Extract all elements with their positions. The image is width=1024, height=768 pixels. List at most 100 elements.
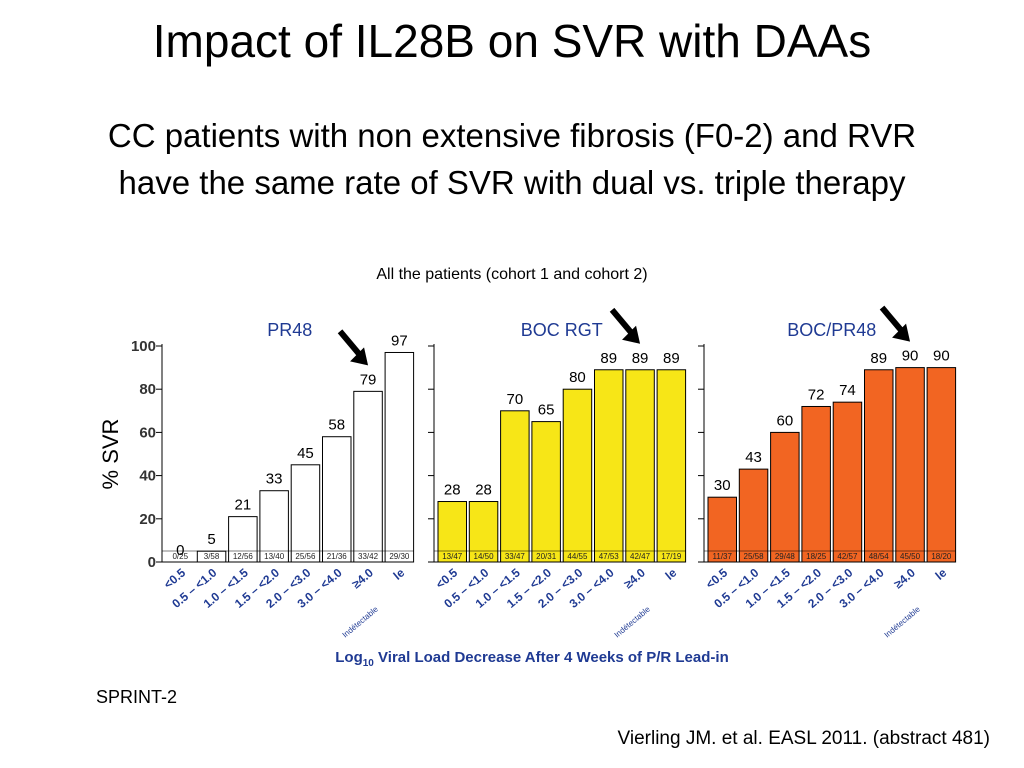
bar-count-label: 29/30 bbox=[389, 552, 410, 561]
bar-value-label: 72 bbox=[808, 386, 825, 403]
bar-value-label: 90 bbox=[933, 348, 950, 365]
bar-count-label: 17/19 bbox=[661, 552, 682, 561]
bar-value-label: 30 bbox=[714, 477, 731, 494]
bar bbox=[738, 468, 769, 563]
bar-count-label: 18/25 bbox=[806, 552, 827, 561]
bar-count-label: 25/56 bbox=[295, 552, 316, 561]
bar bbox=[864, 369, 894, 563]
bar-count-label: 33/42 bbox=[358, 552, 379, 561]
bar-value-label: 0 bbox=[176, 542, 184, 559]
bar-count-label: 14/50 bbox=[474, 552, 495, 561]
x-tick-label: le bbox=[391, 565, 408, 582]
bar-value-label: 5 bbox=[207, 531, 215, 548]
bar-value-label: 97 bbox=[391, 332, 408, 349]
panel-title: BOC/PR48 bbox=[787, 320, 876, 340]
reference-citation: Vierling JM. et al. EASL 2011. (abstract… bbox=[617, 728, 990, 749]
arrow-shaft bbox=[609, 307, 636, 337]
bar-value-label: 89 bbox=[632, 350, 649, 367]
arrow-shaft bbox=[879, 305, 906, 335]
bar bbox=[562, 388, 593, 563]
x-tick-label: ≥4.0 bbox=[621, 565, 648, 591]
arrow-head bbox=[892, 323, 911, 342]
bar-value-label: 89 bbox=[870, 350, 887, 367]
x-tick-label: le bbox=[933, 565, 950, 582]
bar bbox=[926, 367, 957, 563]
bar-count-label: 25/58 bbox=[744, 552, 765, 561]
bar bbox=[384, 351, 415, 563]
y-axis-label: % SVR bbox=[98, 419, 123, 490]
panel-title: PR48 bbox=[267, 320, 312, 340]
x-tick-label: ≥4.0 bbox=[349, 565, 376, 591]
y-tick-label: 80 bbox=[139, 381, 156, 398]
bar-value-label: 43 bbox=[745, 449, 762, 466]
bar-value-label: 28 bbox=[444, 482, 461, 499]
arrow-head bbox=[350, 347, 369, 366]
y-tick-label: 20 bbox=[139, 511, 156, 528]
bar-count-label: 11/37 bbox=[713, 552, 733, 561]
y-tick-label: 100 bbox=[131, 338, 156, 355]
subtitle-line-1: CC patients with non extensive fibrosis … bbox=[107, 117, 917, 154]
undetectable-label: Indétectable bbox=[883, 604, 923, 639]
bar bbox=[228, 516, 258, 563]
y-tick-label: 40 bbox=[139, 468, 156, 485]
bar-count-label: 0/25 bbox=[172, 552, 188, 561]
bar-value-label: 21 bbox=[235, 497, 252, 514]
bar bbox=[625, 369, 655, 563]
bar bbox=[322, 436, 352, 563]
y-tick-label: 0 bbox=[148, 554, 156, 571]
bar bbox=[259, 490, 289, 563]
bar bbox=[500, 410, 530, 563]
y-tick-label: 60 bbox=[139, 424, 156, 441]
bar-count-label: 20/31 bbox=[536, 552, 557, 561]
study-name: SPRINT-2 bbox=[96, 687, 178, 707]
bar-value-label: 70 bbox=[507, 391, 524, 408]
bar-value-label: 89 bbox=[663, 350, 680, 367]
bar bbox=[832, 401, 863, 563]
bar-count-label: 44/55 bbox=[567, 552, 588, 561]
undetectable-label: Indétectable bbox=[613, 604, 653, 639]
bar-count-label: 3/58 bbox=[204, 552, 220, 561]
page-subtitle: CC patients with non extensive fibrosis … bbox=[0, 112, 1024, 206]
bar-value-label: 90 bbox=[902, 348, 919, 365]
bar-value-label: 28 bbox=[475, 482, 492, 499]
bar-value-label: 74 bbox=[839, 382, 856, 399]
bar-count-label: 48/54 bbox=[869, 552, 890, 561]
bar bbox=[353, 390, 383, 563]
undetectable-label: Indétectable bbox=[341, 604, 381, 639]
bar bbox=[594, 369, 624, 563]
bar bbox=[895, 367, 925, 563]
bar bbox=[770, 431, 800, 563]
bar-value-label: 80 bbox=[569, 369, 586, 386]
bar-count-label: 13/40 bbox=[264, 552, 285, 561]
panel-title: BOC RGT bbox=[521, 320, 603, 340]
arrow-shaft bbox=[337, 329, 364, 359]
bar-count-label: 45/50 bbox=[900, 552, 921, 561]
bar-value-label: 79 bbox=[360, 371, 377, 388]
bar-value-label: 45 bbox=[297, 445, 314, 462]
bar-value-label: 65 bbox=[538, 402, 555, 419]
bar-count-label: 42/47 bbox=[630, 552, 651, 561]
bar bbox=[801, 405, 831, 563]
cohort-note: All the patients (cohort 1 and cohort 2) bbox=[376, 266, 648, 283]
bar-count-label: 29/48 bbox=[775, 552, 796, 561]
x-tick-label: ≥4.0 bbox=[891, 565, 918, 591]
page-title: Impact of IL28B on SVR with DAAs bbox=[152, 15, 872, 67]
bar bbox=[656, 369, 687, 563]
x-axis-label: Log10 Viral Load Decrease After 4 Weeks … bbox=[335, 649, 728, 669]
bar-value-label: 58 bbox=[328, 417, 345, 434]
bar bbox=[468, 501, 499, 563]
bar-count-label: 18/20 bbox=[931, 552, 952, 561]
bar-count-label: 21/36 bbox=[327, 552, 348, 561]
bar bbox=[290, 464, 321, 563]
bar-count-label: 42/57 bbox=[837, 552, 858, 561]
bar-value-label: 60 bbox=[777, 412, 794, 429]
bar bbox=[437, 501, 467, 563]
bar-count-label: 47/53 bbox=[599, 552, 620, 561]
subtitle-line-2: have the same rate of SVR with dual vs. … bbox=[118, 164, 906, 201]
bar-count-label: 13/47 bbox=[442, 552, 463, 561]
x-tick-label: le bbox=[663, 565, 680, 582]
bar bbox=[531, 421, 561, 563]
bar-count-label: 12/56 bbox=[233, 552, 254, 561]
bar-count-label: 33/47 bbox=[505, 552, 526, 561]
